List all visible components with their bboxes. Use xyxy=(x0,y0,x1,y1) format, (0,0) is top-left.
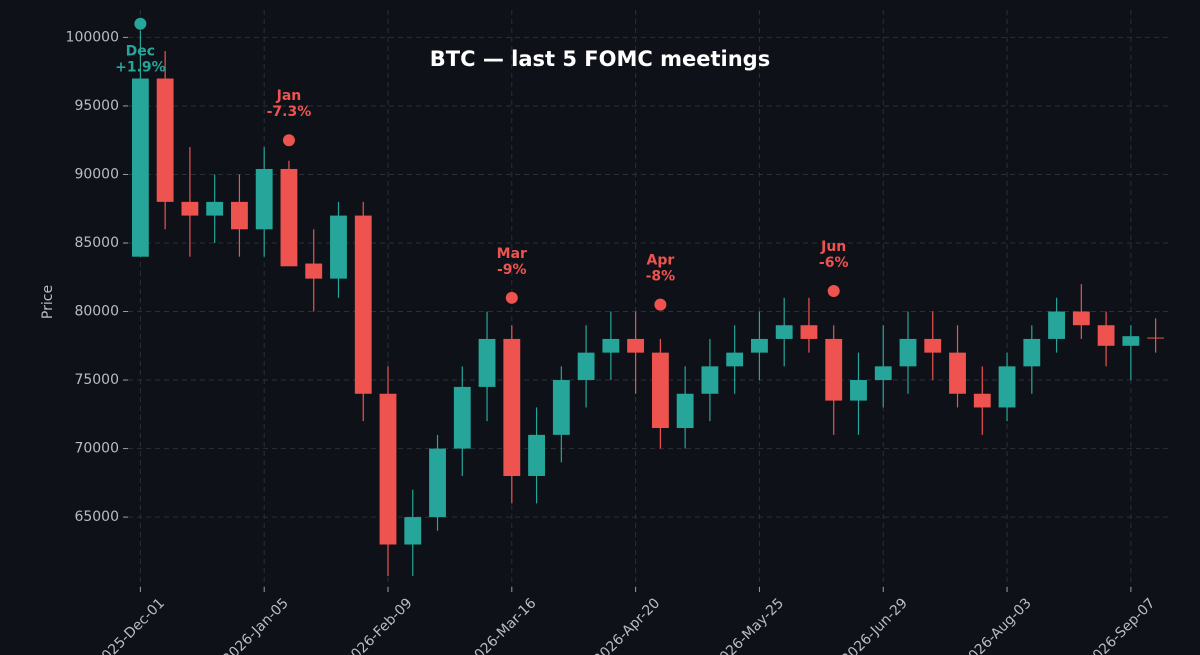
candle-body xyxy=(379,393,397,545)
candle-body xyxy=(1072,311,1090,326)
y-tick-label: 80000 xyxy=(74,304,119,320)
candle-body xyxy=(850,380,867,401)
candle-body xyxy=(1122,336,1140,346)
candle-body xyxy=(924,338,942,353)
x-tick-label: 2026-Apr-20 xyxy=(591,595,664,655)
event-marker xyxy=(654,298,667,311)
candle-body xyxy=(305,263,323,279)
candle-body xyxy=(503,338,521,476)
event-label: Jan xyxy=(276,88,302,104)
y-axis-label: Price xyxy=(40,285,56,319)
candle-body xyxy=(429,448,446,518)
event-marker xyxy=(827,284,840,297)
x-tick-label: 2026-Jan-05 xyxy=(220,595,292,655)
candle-body xyxy=(181,201,199,216)
candle-body xyxy=(1147,337,1165,339)
candle-body xyxy=(775,325,793,339)
y-tick-label: 95000 xyxy=(74,98,119,114)
candle-body xyxy=(231,201,248,230)
candle-body xyxy=(255,168,273,230)
candle-body xyxy=(998,366,1016,408)
candle-body xyxy=(949,352,966,394)
candle-body xyxy=(800,325,818,339)
chart-title: BTC — last 5 FOMC meetings xyxy=(430,47,770,71)
candle-body xyxy=(1097,325,1115,346)
event-change: -7.3% xyxy=(267,104,312,120)
y-tick-label: 90000 xyxy=(74,166,119,182)
candle-body xyxy=(899,338,917,367)
event-change: -6% xyxy=(819,255,849,271)
candle-body xyxy=(676,393,694,429)
event-change: -9% xyxy=(497,262,527,278)
candle-body xyxy=(280,168,298,267)
candle-body xyxy=(478,338,496,387)
candle-body xyxy=(330,215,347,279)
candle-body xyxy=(404,517,422,545)
candle-body xyxy=(156,78,174,202)
event-change: +1.9% xyxy=(115,60,166,76)
x-tick-label: 2026-Aug-03 xyxy=(959,595,1034,655)
event-label: Dec xyxy=(126,44,155,60)
candle-body xyxy=(1023,338,1041,367)
y-tick-label: 75000 xyxy=(74,372,119,388)
event-marker xyxy=(282,134,295,147)
candle-body xyxy=(354,215,372,394)
candle-body xyxy=(131,78,149,257)
candle-body xyxy=(206,201,224,216)
candle-body xyxy=(552,380,570,435)
event-marker xyxy=(505,291,518,304)
x-tick-label: 2026-Mar-16 xyxy=(465,595,539,655)
candle-body xyxy=(1048,311,1065,339)
candle-body xyxy=(577,352,595,381)
x-tick-label: 2026-Sep-07 xyxy=(1084,595,1159,655)
y-tick-label: 85000 xyxy=(74,235,119,251)
event-label: Jun xyxy=(820,239,846,255)
candle-body xyxy=(651,352,669,429)
candle-body xyxy=(751,338,768,353)
event-marker xyxy=(134,17,147,30)
y-tick-label: 70000 xyxy=(74,441,119,457)
candle-body xyxy=(825,338,843,401)
y-tick-label: 100000 xyxy=(66,29,119,45)
event-change: -8% xyxy=(646,269,676,285)
candle-body xyxy=(453,386,471,449)
event-label: Apr xyxy=(646,253,674,269)
x-tick-label: 2026-Jun-29 xyxy=(839,595,911,655)
candle-body xyxy=(701,366,719,394)
y-tick-label: 65000 xyxy=(74,509,119,525)
candle-body xyxy=(874,366,892,381)
x-tick-label: 2026-Feb-09 xyxy=(342,595,416,655)
event-label: Mar xyxy=(497,246,527,262)
x-tick-label: 2025-Dec-01 xyxy=(93,595,168,655)
candle-body xyxy=(528,434,545,476)
candle-body xyxy=(726,352,744,367)
x-tick-label: 2026-May-25 xyxy=(711,595,788,655)
candle-body xyxy=(602,338,620,353)
candle-body xyxy=(973,393,991,408)
candle-body xyxy=(627,338,645,353)
